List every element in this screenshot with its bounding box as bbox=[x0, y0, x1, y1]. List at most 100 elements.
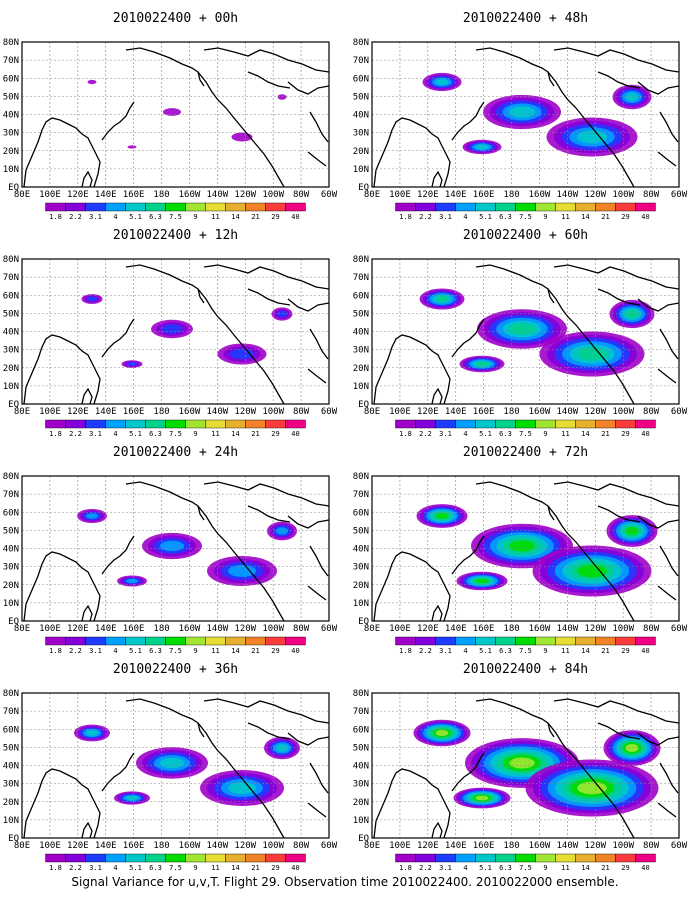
colorbar-swatch bbox=[185, 853, 206, 863]
colorbar-label: 40 bbox=[291, 647, 299, 655]
lon-tick-label: 180 bbox=[503, 841, 519, 851]
colorbar-label: 6.3 bbox=[499, 647, 512, 655]
lon-tick-label: 80E bbox=[14, 624, 30, 634]
coastlines bbox=[23, 264, 329, 404]
colorbar-label: 1.8 bbox=[399, 213, 412, 221]
lon-tick-label: 80W bbox=[293, 841, 310, 851]
lat-tick-label: 50N bbox=[353, 526, 369, 536]
colorbar-swatch bbox=[635, 853, 656, 863]
colorbar-label: 40 bbox=[291, 213, 299, 221]
colorbar: 1.8 2.2 3.1 4 5.1 6.3 7.5 9 11 14 21 29 40 bbox=[45, 636, 306, 655]
colorbar-swatch bbox=[105, 853, 126, 863]
colorbar-label: 2.2 bbox=[419, 864, 432, 872]
colorbar-swatch bbox=[165, 202, 186, 212]
lon-tick-label: 140W bbox=[557, 624, 579, 634]
colorbar-label: 3.1 bbox=[439, 430, 452, 438]
lat-tick-label: 20N bbox=[353, 798, 369, 808]
lon-tick-label: 180 bbox=[503, 624, 519, 634]
colorbar-swatch bbox=[125, 636, 146, 646]
colorbar-label: 3.1 bbox=[439, 647, 452, 655]
variance-contour bbox=[577, 564, 607, 578]
colorbar-label: 6.3 bbox=[499, 213, 512, 221]
lat-tick-label: 60N bbox=[3, 508, 19, 518]
lat-tick-label: 50N bbox=[3, 526, 19, 536]
colorbar-label: 14 bbox=[231, 864, 239, 872]
map-panel: 2010022400 + 72h 80E 100E 120E 140E 160E 180 16… bbox=[353, 445, 688, 655]
lat-tick-label: 70N bbox=[3, 273, 19, 283]
colorbar-label: 5.1 bbox=[129, 213, 142, 221]
lon-tick-label: 100W bbox=[262, 190, 284, 200]
colorbar-label: 11 bbox=[561, 213, 569, 221]
colorbar-swatch bbox=[205, 202, 226, 212]
colorbar-swatch bbox=[285, 636, 306, 646]
lon-tick-label: 80E bbox=[364, 841, 380, 851]
map-frame bbox=[21, 475, 330, 622]
variance-contour bbox=[126, 362, 138, 366]
panel-title: 2010022400 + 72h bbox=[463, 445, 588, 460]
colorbar-swatch bbox=[205, 419, 226, 429]
colorbar-label: 6.3 bbox=[499, 864, 512, 872]
map-gridlines bbox=[372, 259, 679, 404]
lon-tick-label: 160E bbox=[473, 190, 495, 200]
lat-tick-label: EQ bbox=[8, 834, 19, 844]
map-frame bbox=[21, 692, 330, 839]
lon-tick-label: 160E bbox=[123, 841, 145, 851]
colorbar-swatch bbox=[575, 636, 596, 646]
colorbar-swatch bbox=[495, 853, 516, 863]
lon-tick-label: 140E bbox=[445, 841, 467, 851]
colorbar-swatch bbox=[85, 853, 106, 863]
colorbar-swatch bbox=[125, 202, 146, 212]
colorbar-swatch bbox=[185, 636, 206, 646]
lon-tick-label: 160W bbox=[529, 407, 551, 417]
map-panel: 2010022400 + 12h 80E 100E 120E 140E 160E 180 16… bbox=[3, 228, 338, 438]
variance-contour bbox=[161, 324, 183, 334]
lon-tick-label: 120W bbox=[584, 841, 606, 851]
lon-tick-label: 100W bbox=[262, 407, 284, 417]
lat-tick-label: 40N bbox=[353, 111, 369, 121]
lat-tick-label: 40N bbox=[3, 545, 19, 555]
colorbar-swatch bbox=[105, 636, 126, 646]
colorbar-swatch bbox=[435, 419, 456, 429]
colorbar-swatch bbox=[575, 853, 596, 863]
lon-tick-label: 180 bbox=[503, 190, 519, 200]
colorbar: 1.8 2.2 3.1 4 5.1 6.3 7.5 9 11 14 21 29 40 bbox=[395, 419, 656, 438]
lon-tick-label: 80W bbox=[643, 624, 660, 634]
lat-tick-label: 10N bbox=[353, 599, 369, 609]
colorbar-swatch bbox=[415, 419, 436, 429]
lon-tick-label: 180 bbox=[153, 624, 169, 634]
colorbar-swatch bbox=[635, 636, 656, 646]
map-panel: 2010022400 + 24h 80E 100E 120E 140E 160E 180 16… bbox=[3, 445, 338, 655]
colorbar-label: 7.5 bbox=[169, 864, 182, 872]
variance-contour bbox=[160, 540, 184, 552]
colorbar-label: 7.5 bbox=[519, 213, 532, 221]
colorbar: 1.8 2.2 3.1 4 5.1 6.3 7.5 9 11 14 21 29 40 bbox=[395, 853, 656, 872]
colorbar-label: 21 bbox=[601, 430, 609, 438]
colorbar-swatch bbox=[475, 202, 496, 212]
lat-tick-label: 20N bbox=[353, 581, 369, 591]
colorbar-label: 1.8 bbox=[49, 647, 62, 655]
colorbar-swatch bbox=[205, 853, 226, 863]
lon-tick-label: 100W bbox=[612, 841, 634, 851]
lat-tick-label: EQ bbox=[8, 617, 19, 627]
colorbar-label: 6.3 bbox=[149, 647, 162, 655]
lat-tick-label: 80N bbox=[3, 38, 19, 48]
lat-tick-label: 60N bbox=[353, 508, 369, 518]
colorbar-swatch bbox=[125, 853, 146, 863]
lon-tick-label: 160E bbox=[473, 841, 495, 851]
lat-tick-label: 50N bbox=[353, 743, 369, 753]
variance-contour bbox=[276, 527, 288, 535]
colorbar-swatch bbox=[225, 636, 246, 646]
colorbar-label: 1.8 bbox=[49, 213, 62, 221]
colorbar-label: 7.5 bbox=[169, 647, 182, 655]
lon-tick-label: 80W bbox=[643, 407, 660, 417]
lat-tick-label: EQ bbox=[358, 617, 369, 627]
lat-tick-label: 70N bbox=[353, 273, 369, 283]
lat-tick-label: 40N bbox=[3, 111, 19, 121]
colorbar-swatch bbox=[635, 419, 656, 429]
colorbar-label: 9 bbox=[193, 647, 197, 655]
colorbar-swatch bbox=[225, 419, 246, 429]
colorbar-label: 1.8 bbox=[399, 430, 412, 438]
map-panel: 2010022400 + 60h 80E 100E 120E 140E 160E 180 16… bbox=[353, 228, 688, 438]
panel-title: 2010022400 + 00h bbox=[113, 11, 238, 26]
colorbar-swatch bbox=[555, 202, 576, 212]
